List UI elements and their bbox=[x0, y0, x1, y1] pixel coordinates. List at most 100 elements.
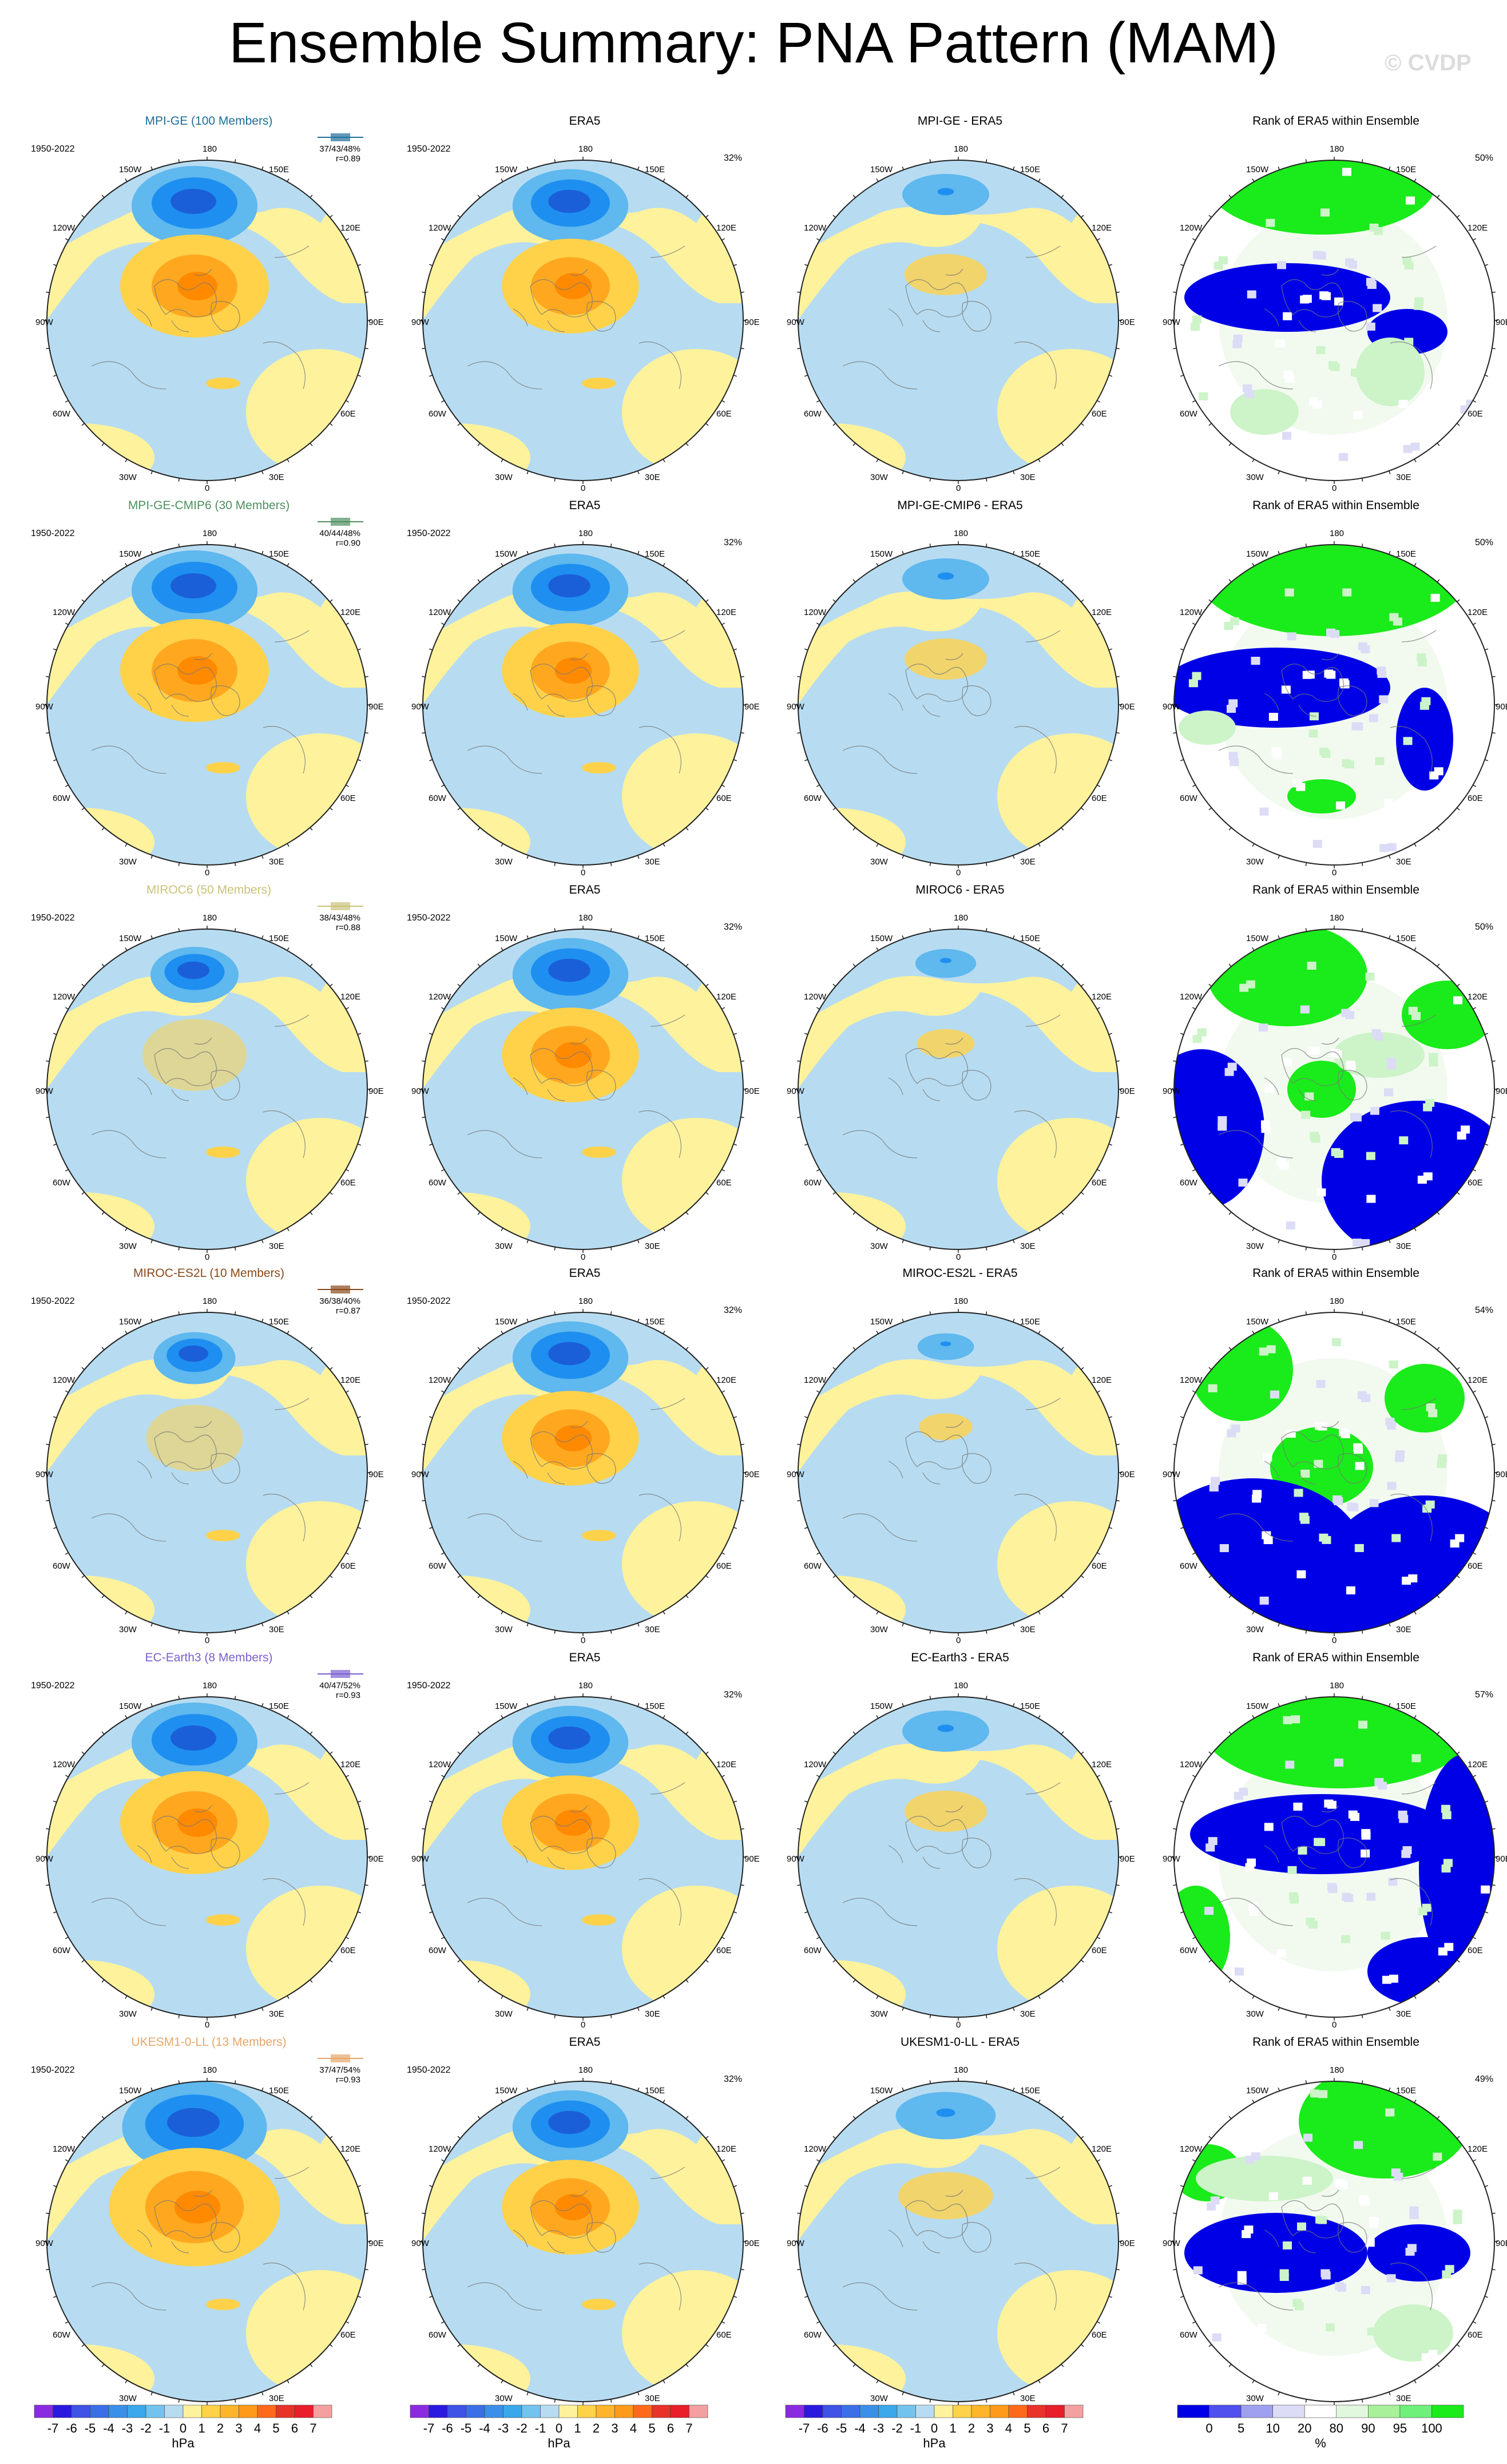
lon-label-e60: 60E bbox=[340, 1178, 356, 1188]
ensemble-stats: 40/44/48% r=0.90 bbox=[292, 518, 363, 548]
lon-label-e30: 30E bbox=[1396, 1625, 1411, 1634]
lon-label-n180: 180 bbox=[1330, 529, 1345, 538]
variance-explained: 32% bbox=[724, 922, 743, 932]
lon-label-w30: 30W bbox=[870, 473, 888, 482]
lon-label-w90: 90W bbox=[1163, 1470, 1180, 1479]
lon-label-n0: 0 bbox=[1332, 868, 1337, 878]
colorbar-tick: 90 bbox=[1361, 2421, 1375, 2435]
lon-label-e120: 120E bbox=[340, 992, 361, 1002]
colorbar-tick: 6 bbox=[667, 2421, 675, 2435]
lon-label-w90: 90W bbox=[411, 1086, 429, 1096]
lon-label-w30: 30W bbox=[870, 857, 888, 867]
lon-label-n180: 180 bbox=[954, 1296, 969, 1306]
colorbar-swatch bbox=[596, 2405, 615, 2418]
stats-correlation: r=0.87 bbox=[336, 1306, 360, 1316]
lon-label-w30: 30W bbox=[1246, 473, 1264, 482]
lon-label-e90: 90E bbox=[368, 702, 384, 712]
colorbar-swatch bbox=[1177, 2405, 1209, 2418]
polar-map-model bbox=[43, 1693, 371, 2021]
panel-title-diff: UKESM1-0-LL - ERA5 bbox=[900, 2036, 1020, 2049]
lon-label-e150: 150E bbox=[645, 549, 665, 559]
lon-label-e30: 30E bbox=[269, 2009, 284, 2019]
lon-label-e120: 120E bbox=[716, 992, 737, 1002]
colorbar-tick: -4 bbox=[479, 2421, 490, 2435]
lon-label-n180: 180 bbox=[578, 144, 593, 154]
lon-label-e120: 120E bbox=[716, 1375, 737, 1385]
colorbar-tick: 0 bbox=[930, 2421, 938, 2435]
lon-label-n0: 0 bbox=[956, 1636, 961, 1645]
panel-title-rank: Rank of ERA5 within Ensemble bbox=[1252, 1651, 1419, 1664]
lon-label-w150: 150W bbox=[119, 1701, 142, 1711]
lon-label-n180: 180 bbox=[1330, 913, 1345, 923]
lon-label-w120: 120W bbox=[1180, 223, 1203, 233]
lon-label-w30: 30W bbox=[1246, 2394, 1264, 2403]
lon-label-w90: 90W bbox=[787, 702, 804, 712]
colorbar-swatch bbox=[1304, 2405, 1337, 2418]
period-label: 1950-2022 bbox=[31, 1681, 75, 1691]
lon-label-w60: 60W bbox=[429, 793, 446, 803]
stats-correlation: r=0.89 bbox=[336, 154, 360, 164]
lon-label-w90: 90W bbox=[35, 702, 53, 712]
lon-label-e150: 150E bbox=[1020, 549, 1041, 559]
lon-label-n0: 0 bbox=[581, 483, 586, 493]
lon-label-w60: 60W bbox=[53, 409, 70, 419]
lon-label-e90: 90E bbox=[1120, 1854, 1135, 1864]
colorbar-tick: -6 bbox=[66, 2421, 77, 2435]
lon-label-n0: 0 bbox=[956, 483, 961, 493]
lon-label-e120: 120E bbox=[716, 2144, 737, 2154]
colorbar-tick: 4 bbox=[253, 2421, 261, 2435]
map-panel-era5-row6: ERA5 1950-2022 32% 180 150W 150E 120W 120E 90W 90… bbox=[399, 2036, 771, 2414]
colorbar-swatch bbox=[1008, 2405, 1028, 2418]
lon-label-e150: 150E bbox=[1396, 1317, 1417, 1327]
colorbar-swatch bbox=[90, 2405, 109, 2418]
colorbar-unit: hPa bbox=[548, 2436, 570, 2450]
stats-correlation: r=0.88 bbox=[336, 923, 360, 933]
stats-percentiles: 40/47/52% bbox=[319, 1681, 360, 1691]
map-panel-model-row1: MPI-GE (100 Members) 1950-2022 37/43/48% r=… bbox=[23, 114, 395, 493]
lon-label-w150: 150W bbox=[870, 165, 893, 174]
colorbar-swatch bbox=[1272, 2405, 1305, 2418]
lon-label-n180: 180 bbox=[578, 1681, 593, 1691]
ensemble-stats: 40/47/52% r=0.93 bbox=[292, 1670, 363, 1700]
lon-label-w60: 60W bbox=[804, 1178, 822, 1188]
colorbar-swatch bbox=[466, 2405, 485, 2418]
lon-label-w90: 90W bbox=[35, 1086, 53, 1096]
panel-title-era5: ERA5 bbox=[569, 1267, 601, 1280]
period-label: 1950-2022 bbox=[31, 2065, 75, 2075]
lon-label-e150: 150E bbox=[645, 2086, 665, 2096]
lon-label-e120: 120E bbox=[340, 608, 361, 617]
period-label: 1950-2022 bbox=[31, 913, 75, 923]
colorbar-swatch bbox=[201, 2405, 221, 2418]
colorbar-swatch bbox=[670, 2405, 689, 2418]
colorbar-swatch bbox=[1240, 2405, 1273, 2418]
colorbar-swatch bbox=[633, 2405, 652, 2418]
lon-label-w30: 30W bbox=[119, 2009, 137, 2019]
colorbar-swatch bbox=[558, 2405, 578, 2418]
panel-title-model: MPI-GE (100 Members) bbox=[145, 114, 273, 128]
polar-map-rank bbox=[1171, 2078, 1498, 2405]
lon-label-e90: 90E bbox=[1496, 1086, 1507, 1096]
period-label: 1950-2022 bbox=[407, 529, 451, 538]
lon-label-e60: 60E bbox=[716, 793, 732, 803]
lon-label-w120: 120W bbox=[429, 1760, 451, 1769]
stats-percentiles: 36/38/40% bbox=[319, 1296, 360, 1306]
map-panel-rank-row4: Rank of ERA5 within Ensemble 54% 180 150W 15… bbox=[1150, 1267, 1507, 1645]
lon-label-e90: 90E bbox=[1120, 1086, 1135, 1096]
lon-label-e120: 120E bbox=[1092, 1760, 1112, 1769]
lon-label-w60: 60W bbox=[1180, 1561, 1197, 1571]
lon-label-e120: 120E bbox=[1468, 992, 1488, 1002]
lon-label-n0: 0 bbox=[581, 1636, 586, 1645]
stats-percentiles: 37/43/48% bbox=[319, 144, 360, 154]
map-panel-rank-row2: Rank of ERA5 within Ensemble 50% 180 150W 15… bbox=[1150, 499, 1507, 878]
colorbar-tick: 0 bbox=[555, 2421, 563, 2435]
stats-correlation: r=0.93 bbox=[336, 1691, 360, 1700]
lon-label-w60: 60W bbox=[804, 2330, 822, 2340]
variance-explained: 32% bbox=[724, 153, 743, 163]
colorbar-tick: -5 bbox=[460, 2421, 472, 2435]
lon-label-e30: 30E bbox=[269, 1625, 284, 1634]
colorbar-swatches bbox=[410, 2405, 708, 2418]
lon-label-e120: 120E bbox=[340, 1760, 361, 1769]
lon-label-e60: 60E bbox=[1092, 2330, 1107, 2340]
lon-label-e90: 90E bbox=[1496, 318, 1507, 327]
lon-label-w90: 90W bbox=[35, 1470, 53, 1479]
